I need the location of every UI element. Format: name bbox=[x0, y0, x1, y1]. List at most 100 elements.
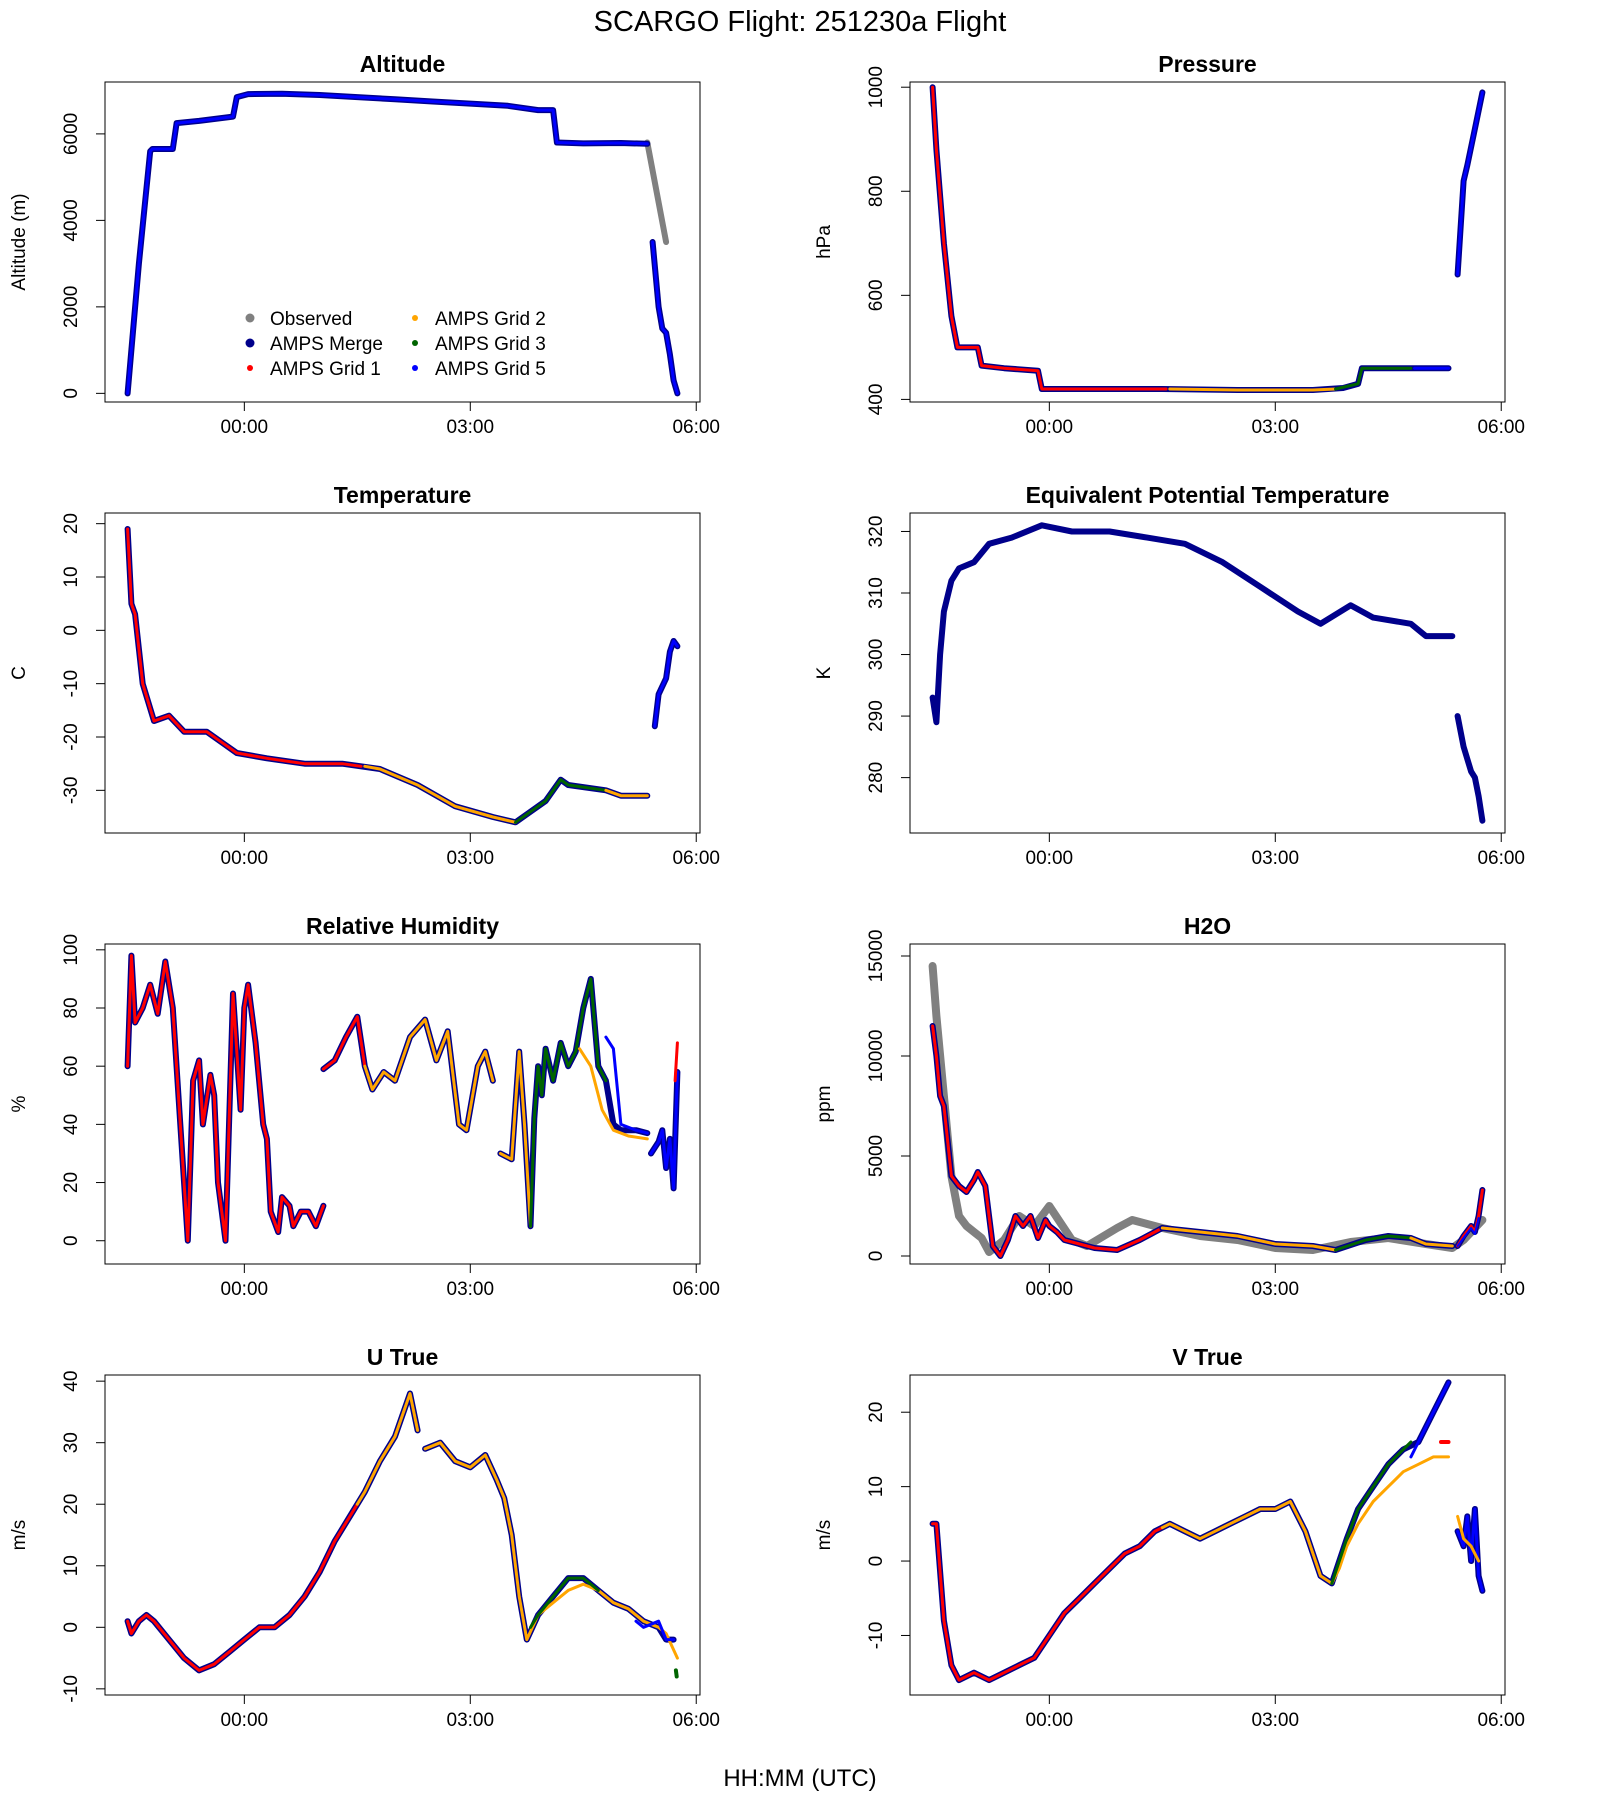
y-tick-label: -20 bbox=[61, 723, 82, 750]
series-amps-grid-2 bbox=[1160, 1226, 1337, 1252]
y-tick-label: 600 bbox=[866, 279, 887, 311]
x-tick-label: 06:00 bbox=[672, 1710, 720, 1731]
series-amps-grid-3 bbox=[1330, 1440, 1413, 1585]
y-tick-label: 300 bbox=[866, 639, 887, 671]
legend-marker bbox=[245, 338, 255, 348]
series-amps-grid-1 bbox=[321, 1015, 367, 1071]
series-amps-grid-2 bbox=[1160, 1455, 1450, 1585]
series-amps-grid-3 bbox=[673, 1668, 679, 1679]
panel-title: U True bbox=[367, 1344, 439, 1370]
series-amps-merge bbox=[651, 638, 681, 730]
y-tick-label: 0 bbox=[61, 388, 82, 399]
panel-title: Pressure bbox=[1158, 51, 1256, 77]
series-amps-merge bbox=[124, 1390, 421, 1674]
y-tick-label: 280 bbox=[866, 762, 887, 794]
y-tick-label: -30 bbox=[61, 777, 82, 804]
series-observed bbox=[644, 139, 670, 245]
x-tick-label: 03:00 bbox=[1252, 1279, 1300, 1300]
series-amps-merge bbox=[1454, 713, 1486, 824]
x-tick-label: 03:00 bbox=[447, 417, 495, 438]
panel-v_true: V True m/s 00:00 03:00 06:00 -10 0 10 20 bbox=[814, 1344, 1525, 1731]
series-amps-merge bbox=[929, 84, 1452, 393]
panel-title: V True bbox=[1172, 1344, 1242, 1370]
panel-temperature: Temperature C 00:00 03:00 06:00 -30 -20 -10 0 10 2… bbox=[9, 482, 720, 869]
series-amps-grid-5 bbox=[1456, 90, 1484, 276]
series-group bbox=[928, 962, 1487, 1259]
legend-label: AMPS Grid 3 bbox=[435, 334, 546, 355]
series-amps-grid-3 bbox=[1334, 366, 1413, 391]
legend-marker bbox=[412, 365, 418, 371]
x-tick-label: 00:00 bbox=[221, 848, 269, 869]
y-tick-label: 10000 bbox=[866, 1030, 887, 1083]
y-axis-label: Altitude (m) bbox=[9, 193, 30, 290]
series-amps-grid-5 bbox=[1456, 1217, 1480, 1247]
legend-label: AMPS Grid 5 bbox=[435, 359, 546, 380]
y-tick-label: -10 bbox=[866, 1622, 887, 1649]
series-group bbox=[124, 1390, 679, 1679]
series-amps-grid-1 bbox=[126, 1502, 359, 1672]
y-tick-label: 0 bbox=[61, 625, 82, 636]
x-tick-label: 06:00 bbox=[672, 848, 720, 869]
plot-frame bbox=[104, 512, 701, 834]
series-amps-merge bbox=[124, 526, 651, 826]
series-amps-grid-2 bbox=[363, 1018, 495, 1132]
panel-title: Altitude bbox=[360, 51, 446, 77]
y-tick-label: 20 bbox=[61, 1172, 82, 1193]
series-amps-grid-2 bbox=[578, 1047, 649, 1141]
legend: Observed AMPS Merge AMPS Grid 1 AMPS Grid 2… bbox=[245, 309, 546, 380]
y-tick-label: 1000 bbox=[866, 66, 887, 108]
panel-title: H2O bbox=[1184, 913, 1231, 939]
series-amps-grid-2 bbox=[1168, 387, 1337, 392]
panel-title: Relative Humidity bbox=[306, 913, 499, 939]
series-amps-grid-5 bbox=[653, 639, 679, 728]
y-tick-label: 10 bbox=[61, 1555, 82, 1576]
y-axis-label: m/s bbox=[814, 1520, 835, 1551]
series-amps-grid-5 bbox=[634, 1619, 676, 1642]
x-tick-label: 03:00 bbox=[447, 1710, 495, 1731]
series-amps-grid-5 bbox=[649, 1070, 679, 1190]
panel-title: Equivalent Potential Temperature bbox=[1026, 482, 1390, 508]
y-axis-label: C bbox=[9, 666, 30, 680]
series-amps-grid-3 bbox=[529, 1576, 600, 1629]
y-tick-label: 20 bbox=[61, 513, 82, 534]
y-axis-label: % bbox=[9, 1095, 30, 1112]
panel-u_true: U True m/s 00:00 03:00 06:00 -10 0 10 20 30 40 bbox=[9, 1344, 720, 1731]
series-amps-grid-5 bbox=[651, 240, 679, 395]
x-tick-label: 00:00 bbox=[1026, 1279, 1074, 1300]
y-tick-label: 6000 bbox=[61, 113, 82, 155]
y-axis-label: K bbox=[814, 666, 835, 679]
series-amps-grid-3 bbox=[1334, 1234, 1413, 1252]
series-amps-merge bbox=[929, 522, 1456, 726]
series-amps-grid-1 bbox=[126, 954, 325, 1243]
series-group bbox=[124, 90, 681, 397]
series-amps-grid-3 bbox=[514, 778, 608, 824]
x-tick-label: 06:00 bbox=[672, 417, 720, 438]
y-tick-label: 20 bbox=[866, 1402, 887, 1423]
y-tick-label: 30 bbox=[61, 1432, 82, 1453]
series-group bbox=[929, 1379, 1486, 1684]
y-tick-label: 0 bbox=[61, 1622, 82, 1633]
y-tick-label: 60 bbox=[61, 1056, 82, 1077]
plot-frame bbox=[909, 943, 1506, 1265]
y-tick-label: 290 bbox=[866, 700, 887, 732]
series-amps-merge bbox=[929, 1379, 1452, 1684]
y-tick-label: 10 bbox=[866, 1476, 887, 1497]
y-tick-label: 20 bbox=[61, 1494, 82, 1515]
plot-frame bbox=[909, 81, 1506, 403]
x-tick-label: 06:00 bbox=[1477, 1710, 1525, 1731]
series-group bbox=[124, 526, 681, 826]
x-tick-label: 03:00 bbox=[1252, 848, 1300, 869]
panel-h2o: H2O ppm 00:00 03:00 06:00 0 5000 10000 15000 bbox=[814, 913, 1525, 1300]
y-tick-label: 0 bbox=[866, 1251, 887, 1262]
plot-frame bbox=[909, 1374, 1506, 1696]
x-tick-label: 00:00 bbox=[1026, 417, 1074, 438]
plot-frame bbox=[909, 512, 1506, 834]
series-amps-grid-3 bbox=[529, 977, 608, 1228]
x-tick-label: 03:00 bbox=[447, 848, 495, 869]
legend-marker bbox=[247, 365, 253, 371]
legend-label: Observed bbox=[270, 309, 352, 330]
y-tick-label: 80 bbox=[61, 997, 82, 1018]
legend-marker bbox=[245, 313, 255, 323]
x-tick-label: 06:00 bbox=[1477, 417, 1525, 438]
legend-label: AMPS Grid 2 bbox=[435, 309, 546, 330]
